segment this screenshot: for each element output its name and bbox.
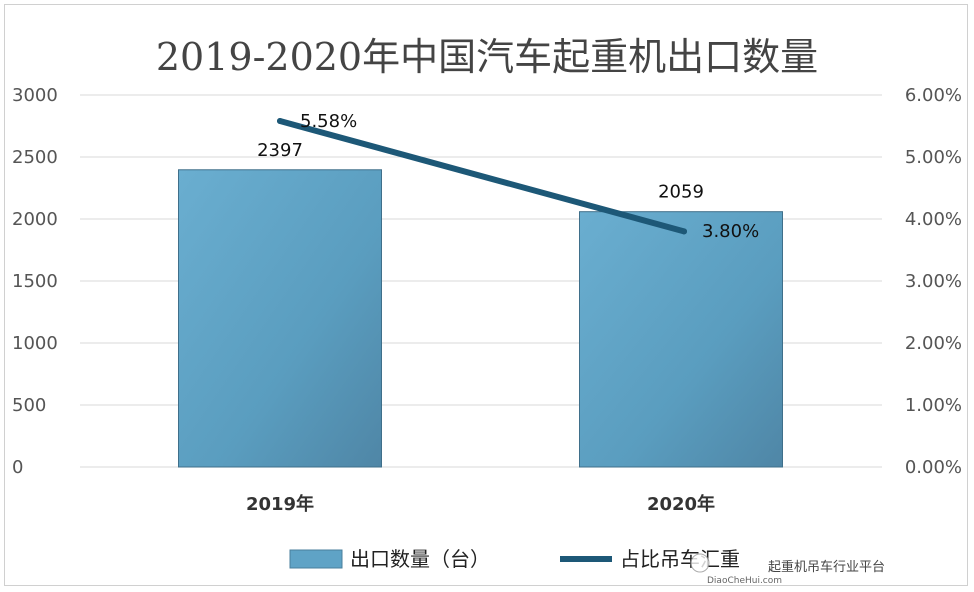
y-tick-label: 2500	[12, 147, 58, 168]
bar-value-label: 2397	[257, 140, 303, 161]
y-tick-label: 1000	[12, 333, 58, 354]
line-series-path	[277, 118, 687, 235]
y2-tick-label: 0.00%	[905, 457, 962, 478]
watermark-site: DiaoCheHui.com	[707, 576, 782, 586]
x-axis-categories: 2019年 2020年	[246, 493, 715, 515]
line-series: 5.58% 3.80%	[277, 111, 759, 242]
watermark-text: 起重机吊车行业平台	[768, 559, 885, 575]
bar-1	[178, 169, 382, 468]
line-value-label: 3.80%	[702, 221, 759, 242]
y2-tick-label: 1.00%	[905, 395, 962, 416]
bar-value-label: 2059	[658, 182, 704, 203]
watermark-logo-icon	[690, 553, 710, 573]
y-tick-label: 0	[12, 457, 23, 478]
bar-2	[579, 211, 783, 468]
legend-bar-label: 出口数量（台）	[350, 547, 490, 571]
y-tick-label: 1500	[12, 271, 58, 292]
x-category-label: 2019年	[246, 493, 314, 515]
y-tick-label: 3000	[12, 85, 58, 106]
y2-tick-label: 4.00%	[905, 209, 962, 230]
y2-tick-label: 5.00%	[905, 147, 962, 168]
line-point-2	[681, 228, 687, 235]
x-category-label: 2020年	[647, 493, 715, 515]
chart-title: 2019-2020年中国汽车起重机出口数量	[156, 35, 818, 79]
y2-tick-label: 2.00%	[905, 333, 962, 354]
y-tick-label: 500	[12, 395, 46, 416]
legend-line-label: 占比吊车汇重	[620, 547, 740, 571]
y-axis-left: 0 500 1000 1500 2000 2500 3000	[12, 85, 58, 478]
bar-series: 2397 2059	[178, 140, 783, 468]
chart-frame	[4, 4, 968, 586]
y2-tick-label: 6.00%	[905, 85, 962, 106]
line-value-label: 5.58%	[300, 111, 357, 132]
legend-bar-swatch	[289, 549, 343, 569]
watermark: DiaoCheHui.com 起重机吊车行业平台	[690, 553, 885, 586]
y2-tick-label: 3.00%	[905, 271, 962, 292]
line-point-1	[277, 118, 283, 125]
legend: 出口数量（台） 占比吊车汇重	[289, 547, 740, 571]
y-tick-label: 2000	[12, 209, 58, 230]
y-axis-right: 0.00% 1.00% 2.00% 3.00% 4.00% 5.00% 6.00%	[905, 85, 962, 478]
